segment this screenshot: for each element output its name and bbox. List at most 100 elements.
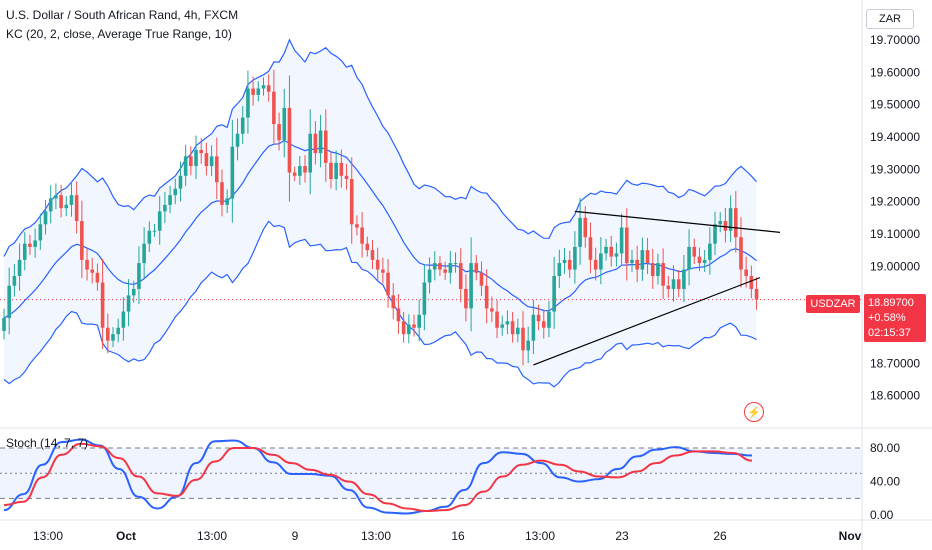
candle-body: [318, 130, 323, 154]
candle-body: [220, 182, 224, 205]
candle-body: [131, 288, 136, 296]
candle-body: [298, 166, 302, 176]
candle-body: [401, 321, 406, 335]
candle-body: [230, 146, 235, 199]
candle-body: [619, 227, 624, 254]
price-tick-label: 19.40000: [870, 130, 920, 144]
candle-body: [272, 91, 276, 125]
candle-body: [469, 263, 473, 309]
candle-body: [432, 263, 437, 270]
candle-body: [334, 162, 338, 180]
price-change: +0.58%: [868, 312, 906, 324]
candle-body: [407, 324, 411, 335]
candle-body: [22, 243, 27, 260]
candle-body: [235, 133, 240, 147]
candle-body: [453, 263, 458, 265]
candle-body: [650, 263, 655, 277]
candle-body: [2, 318, 6, 331]
candle-body: [479, 272, 484, 286]
candle-body: [599, 253, 603, 270]
candle-body: [251, 88, 255, 95]
lightning-icon[interactable]: ⚡: [744, 402, 764, 422]
candle-body: [464, 288, 468, 309]
candle-body: [54, 195, 58, 199]
candle-body: [261, 85, 266, 89]
time-tick-label: 13:00: [33, 529, 63, 543]
candle-body: [557, 263, 562, 277]
resistance-trendline: [574, 210, 781, 233]
candle-body: [313, 133, 318, 154]
candle-body: [277, 124, 281, 141]
candle-body: [552, 276, 556, 312]
candle-body: [516, 327, 520, 335]
keltner-lower: [3, 220, 757, 388]
candle-body: [137, 263, 141, 289]
candle-body: [536, 314, 541, 322]
stoch-tick-label: 0.00: [870, 508, 894, 522]
candle-body: [225, 198, 229, 205]
candle-body: [391, 295, 396, 309]
candle-body: [687, 246, 691, 270]
time-tick-label: 16: [451, 529, 465, 543]
candle-body: [412, 324, 416, 328]
candle-body: [728, 208, 733, 231]
candle-body: [381, 269, 385, 273]
currency-selector[interactable]: ZAR: [866, 9, 914, 29]
candle-body: [168, 195, 172, 205]
price-tick-label: 18.70000: [870, 356, 920, 370]
candle-body: [609, 246, 614, 257]
candle-body: [303, 166, 307, 173]
candle-body: [126, 295, 131, 312]
candle-body: [474, 263, 479, 273]
price-tick-label: 19.70000: [870, 33, 920, 47]
candle-body: [375, 259, 380, 270]
candle-body: [630, 259, 634, 264]
candle-body: [183, 156, 188, 176]
candle-body: [74, 195, 79, 222]
time-tick-label: 13:00: [197, 529, 227, 543]
last-price: 18.89700: [868, 297, 914, 309]
candle-body: [147, 230, 152, 244]
candle-body: [33, 240, 37, 247]
candle-body: [386, 272, 390, 296]
time-tick-label: Nov: [839, 529, 862, 543]
candle-body: [567, 259, 572, 270]
candle-body: [111, 334, 115, 341]
candle-body: [246, 88, 250, 118]
candle-body: [676, 279, 681, 289]
stoch-tick-label: 80.00: [870, 441, 900, 455]
price-tick-label: 19.50000: [870, 98, 920, 112]
candle-body: [500, 324, 505, 328]
candle-body: [422, 282, 427, 315]
candle-body: [95, 272, 100, 283]
candle-body: [17, 259, 22, 277]
candle-body: [490, 308, 494, 312]
candle-body: [702, 259, 707, 264]
candle-body: [308, 133, 313, 173]
stoch-tick-label: 40.00: [870, 475, 900, 489]
candle-body: [583, 217, 588, 238]
candle-body: [339, 162, 344, 176]
keltner-fill: [4, 39, 757, 387]
candle-body: [69, 195, 74, 205]
candle-body: [749, 276, 754, 289]
keltner-upper: [3, 38, 758, 257]
candle-body: [106, 327, 110, 341]
time-tick-label: 13:00: [525, 529, 555, 543]
candle-body: [282, 107, 287, 141]
candle-body: [355, 224, 359, 228]
candle-body: [713, 224, 717, 244]
candle-body: [578, 217, 582, 247]
candle-body: [588, 237, 593, 260]
price-pane[interactable]: [0, 38, 862, 388]
indicator-label: KC (20, 2, close, Average True Range, 10…: [6, 27, 232, 41]
candle-body: [370, 250, 375, 260]
candle-body: [189, 156, 193, 167]
candle-body: [178, 175, 183, 189]
candle-body: [708, 243, 712, 260]
candle-body: [682, 269, 686, 289]
candle-body: [204, 153, 209, 167]
candle-body: [214, 156, 219, 183]
stochastic-pane[interactable]: [0, 438, 862, 515]
candle-body: [661, 263, 665, 286]
